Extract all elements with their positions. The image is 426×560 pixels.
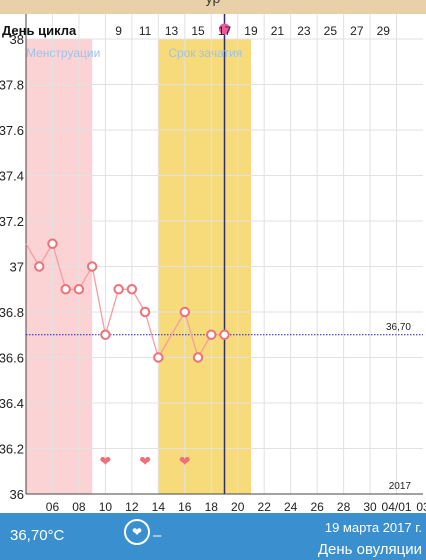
cycle-day-tick: 19 xyxy=(244,24,258,38)
current-day-dot[interactable] xyxy=(219,23,230,35)
temperature-point[interactable] xyxy=(86,261,98,272)
cycle-day-tick: 27 xyxy=(350,24,364,38)
cycle-day-tick: 23 xyxy=(297,24,311,38)
y-tick-label: 36.6 xyxy=(0,351,24,366)
cycle-status: День овуляции xyxy=(317,541,422,558)
year-label: 2017 xyxy=(389,481,412,492)
x-tick-label: 18 xyxy=(205,500,219,513)
band-label-1: Менструации xyxy=(26,46,100,60)
y-tick-label: 36.8 xyxy=(0,305,24,320)
temperature-point[interactable] xyxy=(192,352,204,363)
temperature-point[interactable] xyxy=(219,329,230,340)
temperature-point[interactable] xyxy=(113,284,124,295)
app-header: ур xyxy=(0,0,426,14)
temperature-point[interactable] xyxy=(139,306,151,318)
x-tick-label: 06 xyxy=(46,500,60,513)
temperature-point[interactable] xyxy=(47,238,58,249)
note-placeholder: – xyxy=(153,527,162,544)
y-tick-label: 37.4 xyxy=(0,169,24,184)
x-tick-label: 22 xyxy=(258,500,272,513)
x-tick-label: 03 xyxy=(416,500,426,513)
heart-icon: ❤ xyxy=(100,453,112,469)
band-label-2: Срок зачатия xyxy=(168,46,242,60)
temperature-point[interactable] xyxy=(34,261,45,272)
y-tick-label: 37.2 xyxy=(0,214,24,229)
x-tick-label: 28 xyxy=(337,500,351,513)
y-tick-label: 36.4 xyxy=(0,396,24,411)
y-tick-label: 36 xyxy=(10,487,24,502)
cycle-day-tick: 11 xyxy=(139,24,152,38)
x-tick-label: 26 xyxy=(310,500,324,513)
cycle-day-tick: 15 xyxy=(191,24,205,38)
y-tick-label: 37.6 xyxy=(0,123,24,138)
temperature-point[interactable] xyxy=(179,306,191,318)
current-temperature: 36,70°C xyxy=(10,527,65,544)
x-tick-label: 30 xyxy=(363,500,377,513)
x-tick-label: 20 xyxy=(231,500,245,513)
temperature-point[interactable] xyxy=(100,329,111,340)
x-tick-label: 12 xyxy=(125,500,139,513)
selected-date: 19 марта 2017 г. xyxy=(324,520,422,535)
y-tick-label: 36.2 xyxy=(0,442,24,457)
cycle-day-tick: 17 xyxy=(218,24,232,38)
cycle-day-axis-label: День цикла xyxy=(2,23,77,38)
cycle-day-tick: 29 xyxy=(377,24,391,38)
header-title: ур xyxy=(0,0,426,6)
cycle-day-tick: 21 xyxy=(271,24,285,38)
intercourse-heart-button[interactable]: ❤ xyxy=(124,519,150,545)
x-tick-label: 08 xyxy=(72,500,86,513)
cycle-day-tick: 25 xyxy=(324,24,338,38)
temperature-point[interactable] xyxy=(126,284,138,295)
temperature-point[interactable] xyxy=(60,284,71,295)
heart-icon: ❤ xyxy=(131,525,143,539)
temperature-point[interactable] xyxy=(206,329,217,340)
x-tick-label: 10 xyxy=(99,500,113,513)
x-tick-label: 16 xyxy=(178,500,192,513)
x-tick-label: 14 xyxy=(152,500,166,513)
cycle-day-tick: 9 xyxy=(115,24,122,38)
coverline-value-label: 36,70 xyxy=(386,322,411,333)
heart-icon: ❤ xyxy=(139,453,151,469)
y-tick-label: 38 xyxy=(10,32,24,47)
temperature-point[interactable] xyxy=(153,352,164,363)
x-tick-label: 04/01 xyxy=(382,500,412,513)
cycle-day-tick: 13 xyxy=(165,24,179,38)
y-tick-label: 37 xyxy=(10,260,24,275)
x-tick-label: 24 xyxy=(284,500,298,513)
y-tick-label: 37.8 xyxy=(0,78,24,93)
status-bar: 36,70°C ❤ – 19 марта 2017 г. День овуляц… xyxy=(0,513,426,560)
heart-icon: ❤ xyxy=(179,453,191,469)
temperature-point[interactable] xyxy=(73,284,85,295)
temperature-chart[interactable]: 38 37.8 37.6 37.4 37.2 37 36.8 36.6 36.4 36.2 36 06… xyxy=(0,14,426,513)
